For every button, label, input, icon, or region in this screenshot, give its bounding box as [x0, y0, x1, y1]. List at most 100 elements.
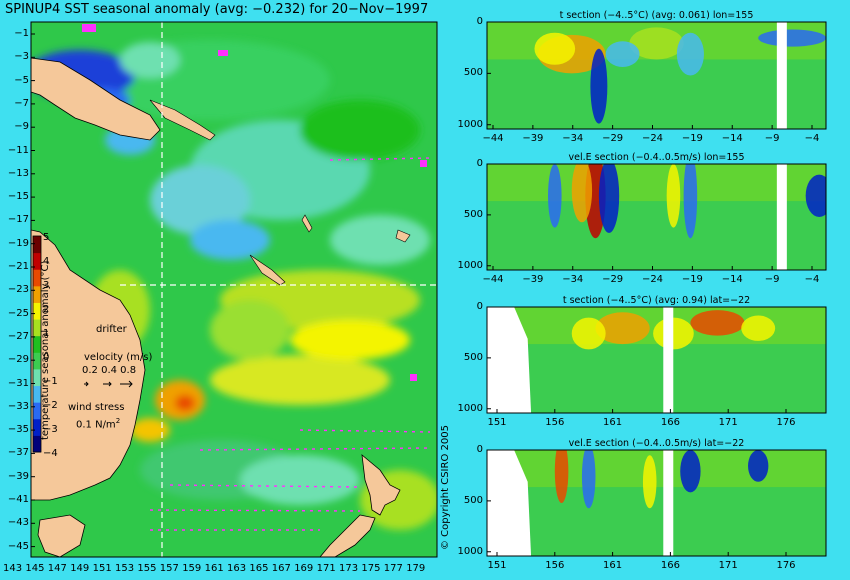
new-zealand-south: [319, 514, 376, 557]
colorbar-swatch: [33, 285, 41, 303]
section-feature: [598, 164, 620, 233]
colorbar: [32, 235, 42, 453]
colorbar-swatch: [33, 368, 41, 387]
colorbar-tick: −4: [43, 448, 58, 459]
section-feature: [629, 27, 684, 60]
lat-tick-label: −45: [7, 540, 29, 552]
section-x-tick-label: −14: [721, 274, 743, 285]
section-x-tick-label: 171: [718, 417, 738, 428]
lon-tick-label: 161: [204, 563, 224, 574]
lat-tick-label: −27: [7, 330, 29, 342]
lon-tick-label: 153: [115, 563, 135, 574]
section-title: t section (−4..5°C) (avg: 0.061) lon=155: [559, 10, 754, 21]
lat-tick-label: −11: [7, 144, 29, 156]
tasmania-land: [37, 514, 86, 557]
depth-tick-label: 0: [476, 16, 483, 27]
section-x-tick-label: 156: [545, 417, 565, 428]
lat-tick-label: −39: [7, 470, 29, 482]
lon-tick-label: 151: [92, 563, 112, 574]
main-map: [30, 21, 438, 558]
section-feature: [571, 164, 593, 223]
colorbar-swatch: [33, 319, 41, 337]
section-x-tick-label: 151: [487, 560, 507, 571]
legend-velocity-title: velocity (m/s): [84, 352, 153, 363]
colorbar-tick: 2: [43, 304, 50, 315]
depth-tick-label: 1000: [457, 118, 483, 130]
colorbar-swatch: [33, 435, 41, 453]
section-x-tick-label: −39: [522, 133, 544, 144]
copyright-text: © Copyright CSIRO 2005: [440, 425, 451, 550]
velocity-arrows: [84, 380, 133, 388]
depth-tick-label: 500: [463, 494, 483, 506]
section-x-tick-label: 166: [660, 417, 680, 428]
section-feature: [571, 317, 606, 350]
lon-tick-label: 143: [3, 563, 23, 574]
lat-tick-label: −37: [7, 447, 29, 459]
new-caledonia: [249, 254, 286, 286]
new-guinea-land: [31, 57, 161, 141]
section-x-tick-label: −44: [482, 133, 504, 144]
section-x-tick-label: −19: [681, 274, 703, 285]
lat-tick-label: −29: [7, 354, 29, 366]
colorbar-tick: 5: [43, 232, 50, 243]
lon-tick-label: 145: [25, 563, 45, 574]
section-x-tick-label: 151: [487, 417, 507, 428]
section-feature: [581, 450, 596, 509]
depth-tick-label: 0: [476, 158, 483, 169]
colorbar-tick: 3: [43, 280, 50, 291]
colorbar-swatch: [33, 352, 41, 370]
section-x-tick-label: −29: [602, 133, 624, 144]
lon-tick-label: 147: [47, 563, 67, 574]
solomon-islands: [149, 99, 216, 141]
data-gap: [663, 307, 674, 413]
sst-field: [31, 22, 437, 557]
section-feature: [690, 310, 745, 336]
lon-tick-label: 163: [227, 563, 247, 574]
colorbar-swatch: [33, 385, 41, 403]
section-x-tick-label: −4: [804, 133, 820, 144]
section-x-tick-label: −19: [681, 133, 703, 144]
lat-tick-label: −43: [7, 517, 29, 529]
section-panel: [486, 306, 827, 414]
lat-tick-label: −7: [14, 97, 29, 109]
colorbar-tick: −3: [43, 424, 58, 435]
section-x-tick-label: −29: [602, 274, 624, 285]
data-gap: [776, 164, 787, 270]
lon-tick-label: 159: [182, 563, 202, 574]
legend-velocity-values: 0.2 0.4 0.8: [82, 365, 137, 376]
section-title: vel.E section (−0.4..0.5m/s) lat=−22: [568, 438, 745, 449]
lon-tick-label: 155: [137, 563, 157, 574]
data-gap: [663, 450, 674, 556]
lon-tick-label: 167: [271, 563, 291, 574]
lat-tick-label: −17: [7, 214, 29, 226]
lon-tick-label: 179: [406, 563, 426, 574]
legend-drifter: drifter: [96, 324, 127, 335]
section-feature: [653, 317, 694, 350]
main-title: SPINUP4 SST seasonal anomaly (avg: −0.23…: [5, 2, 429, 17]
depth-tick-label: 500: [463, 208, 483, 220]
lat-tick-label: −33: [7, 400, 29, 412]
lat-tick-label: −3: [14, 51, 29, 63]
drifter-marker: [82, 24, 96, 32]
section-x-tick-label: −9: [764, 133, 780, 144]
land-mask: [487, 450, 532, 556]
section-x-tick-label: −44: [482, 274, 504, 285]
section-x-tick-label: −24: [641, 133, 664, 144]
section-feature: [676, 32, 704, 76]
section-feature: [590, 48, 608, 124]
lat-tick-label: −21: [7, 261, 29, 272]
depth-tick-label: 1000: [457, 259, 483, 271]
section-x-tick-label: −34: [562, 133, 584, 144]
lat-tick-label: −9: [14, 121, 29, 133]
section-x-tick-label: 156: [545, 560, 565, 571]
section-feature: [605, 41, 640, 67]
colorbar-swatch: [33, 402, 41, 420]
lat-tick-label: −31: [7, 377, 29, 389]
data-gap: [776, 22, 787, 129]
section-feature: [554, 450, 569, 503]
lat-tick-label: −35: [7, 424, 29, 436]
australia-land: [31, 229, 146, 501]
colorbar-tick: −2: [43, 400, 58, 411]
depth-tick-label: 0: [476, 301, 483, 312]
section-x-tick-label: 171: [718, 560, 738, 571]
